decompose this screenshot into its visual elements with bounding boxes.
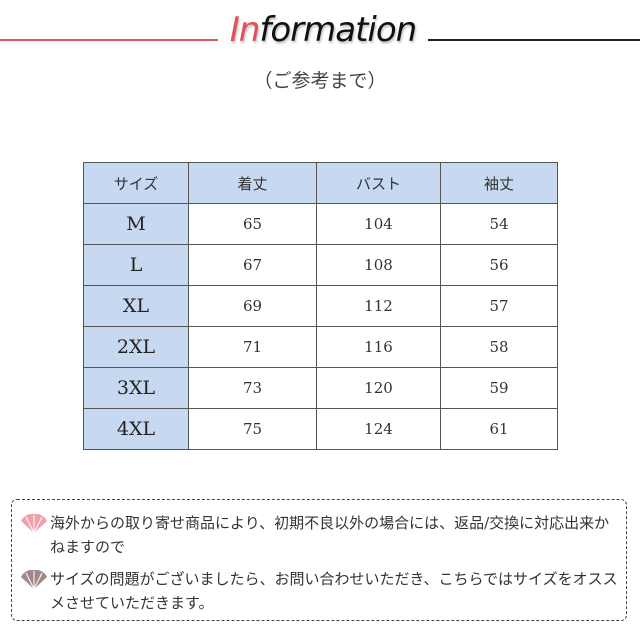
- title-rule-left: [0, 39, 218, 41]
- size-label: M: [83, 203, 189, 245]
- title-rule-right: [428, 39, 640, 41]
- fan-icon: [21, 514, 47, 534]
- table-cell: 58: [440, 326, 558, 368]
- table-cell: 69: [188, 285, 317, 327]
- table-row: M 65 104 54: [83, 203, 558, 245]
- table-cell: 124: [316, 408, 441, 450]
- size-label: 3XL: [83, 367, 189, 409]
- column-header: サイズ: [83, 162, 189, 204]
- subtitle: （ご参考まで）: [253, 70, 387, 92]
- size-label: 2XL: [83, 326, 189, 368]
- table-cell: 108: [316, 244, 441, 286]
- column-header: 着丈: [188, 162, 317, 204]
- table-cell: 75: [188, 408, 317, 450]
- table-row: 2XL 71 116 58: [83, 326, 558, 368]
- table-cell: 71: [188, 326, 317, 368]
- table-row: L 67 108 56: [83, 244, 558, 286]
- table-cell: 116: [316, 326, 441, 368]
- table-cell: 59: [440, 367, 558, 409]
- table-cell: 57: [440, 285, 558, 327]
- table-header-row: サイズ 着丈 バスト 袖丈: [83, 162, 558, 204]
- size-label: 4XL: [83, 408, 189, 450]
- page-title: Information: [218, 10, 428, 50]
- size-label: L: [83, 244, 189, 286]
- table-row: XL 69 112 57: [83, 285, 558, 327]
- table-cell: 104: [316, 203, 441, 245]
- table-cell: 56: [440, 244, 558, 286]
- table-cell: 65: [188, 203, 317, 245]
- note-returns: 海外からの取り寄せ商品により、初期不良以外の場合には、返品/交換に対応出来かねま…: [50, 514, 610, 556]
- table-row: 3XL 73 120 59: [83, 367, 558, 409]
- table-row: 4XL 75 124 61: [83, 408, 558, 450]
- size-table: サイズ 着丈 バスト 袖丈 M 65 104 54 L 67 108 56 XL 69 112 57 2XL 71…: [83, 162, 558, 450]
- table-cell: 73: [188, 367, 317, 409]
- note-size-advice: サイズの問題がございましたら、お問い合わせいただき、こちらではサイズをオススメさ…: [50, 570, 618, 612]
- size-label: XL: [83, 285, 189, 327]
- title-rest: formation: [259, 10, 417, 50]
- table-cell: 67: [188, 244, 317, 286]
- notes-box: 海外からの取り寄せ商品により、初期不良以外の場合には、返品/交換に対応出来かねま…: [11, 499, 627, 621]
- fan-icon: [21, 570, 47, 590]
- column-header: バスト: [316, 162, 441, 204]
- table-cell: 120: [316, 367, 441, 409]
- title-accent: In: [229, 10, 261, 50]
- table-cell: 54: [440, 203, 558, 245]
- table-cell: 112: [316, 285, 441, 327]
- column-header: 袖丈: [440, 162, 558, 204]
- table-cell: 61: [440, 408, 558, 450]
